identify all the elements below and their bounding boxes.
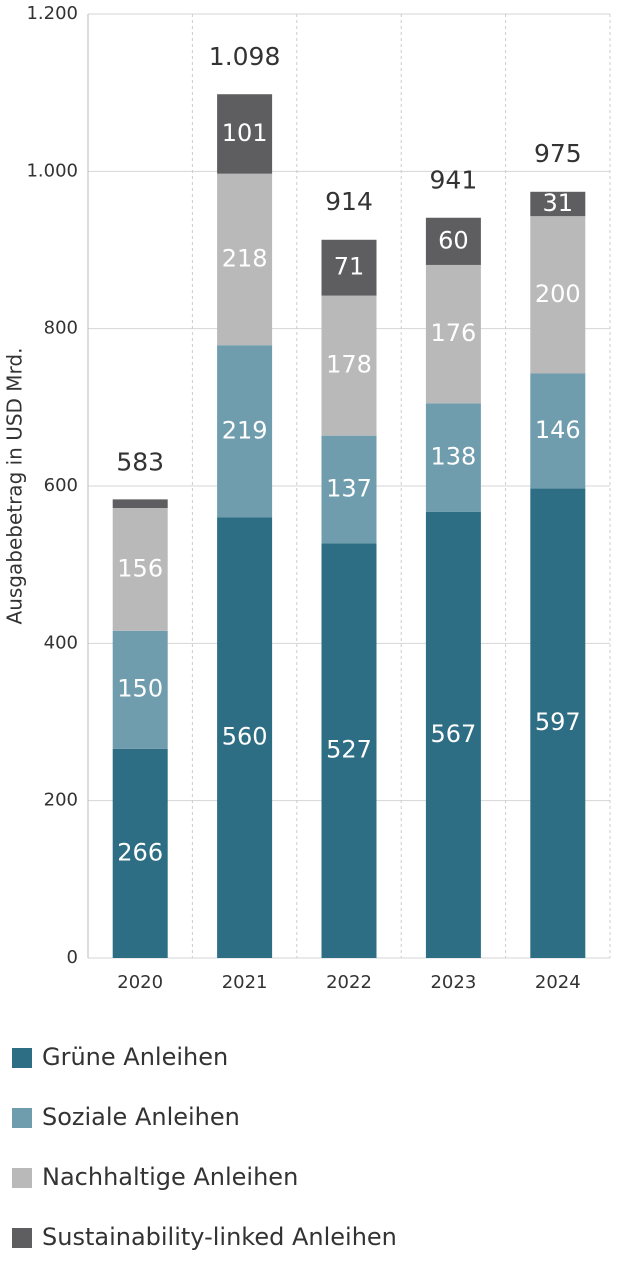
value-label: 146 — [535, 416, 581, 444]
value-label: 219 — [222, 416, 268, 444]
y-tick-label: 0 — [67, 947, 78, 968]
value-label: 178 — [326, 351, 372, 379]
x-tick-label: 2024 — [535, 972, 581, 993]
bar-segment — [217, 345, 273, 518]
bar-segment — [530, 488, 586, 958]
legend-label: Soziale Anleihen — [42, 1103, 240, 1131]
value-label: 31 — [543, 189, 574, 217]
y-tick-label: 800 — [44, 318, 78, 339]
bar-segment — [217, 517, 273, 958]
total-label: 1.098 — [209, 42, 281, 71]
bar-segment — [112, 748, 168, 958]
value-label: 176 — [430, 319, 476, 347]
legend-swatch — [12, 1108, 32, 1128]
bar-segment — [530, 216, 586, 374]
legend-label: Nachhaltige Anleihen — [42, 1163, 298, 1191]
bar-segment — [425, 511, 481, 958]
value-label: 200 — [535, 280, 581, 308]
bar-segment — [425, 403, 481, 512]
value-label: 138 — [430, 443, 476, 471]
y-axis-label: Ausgabebetrag in USD Mrd. — [3, 348, 27, 625]
legend-swatch — [12, 1168, 32, 1188]
bar-segment — [112, 499, 168, 509]
x-tick-label: 2023 — [430, 972, 476, 993]
bar-segment — [217, 173, 273, 346]
y-tick-label: 1.200 — [26, 3, 78, 24]
bar-segment — [530, 191, 586, 217]
total-label: 941 — [430, 166, 478, 195]
bar-segment — [425, 264, 481, 404]
value-label: 101 — [222, 119, 268, 147]
y-tick-label: 1.000 — [26, 160, 78, 181]
bar-segment — [217, 94, 273, 174]
y-tick-label: 200 — [44, 790, 78, 811]
value-label: 60 — [438, 226, 469, 254]
bar-segment — [425, 217, 481, 265]
x-tick-label: 2021 — [222, 972, 268, 993]
total-label: 975 — [534, 139, 582, 168]
value-label: 597 — [535, 708, 581, 736]
bar-segment — [112, 630, 168, 749]
legend-label: Grüne Anleihen — [42, 1043, 228, 1071]
legend-swatch — [12, 1048, 32, 1068]
legend-label: Sustainability-linked Anleihen — [42, 1223, 397, 1251]
value-label: 71 — [334, 253, 365, 281]
x-tick-label: 2022 — [326, 972, 372, 993]
bar-segment — [321, 543, 377, 958]
bar-segment — [321, 239, 377, 296]
legend-swatch — [12, 1228, 32, 1248]
y-tick-label: 400 — [44, 632, 78, 653]
value-label: 560 — [222, 723, 268, 751]
value-label: 218 — [222, 244, 268, 272]
bar-segment — [112, 508, 168, 631]
value-label: 156 — [117, 554, 163, 582]
value-label: 266 — [117, 838, 163, 866]
x-tick-label: 2020 — [117, 972, 163, 993]
bar-segment — [321, 295, 377, 436]
bar-segment — [530, 373, 586, 489]
y-tick-label: 600 — [44, 475, 78, 496]
value-label: 137 — [326, 475, 372, 503]
bar-segment — [321, 435, 377, 544]
total-label: 583 — [116, 447, 164, 476]
total-label: 914 — [325, 187, 373, 216]
value-label: 150 — [117, 675, 163, 703]
value-label: 567 — [430, 720, 476, 748]
value-label: 527 — [326, 736, 372, 764]
